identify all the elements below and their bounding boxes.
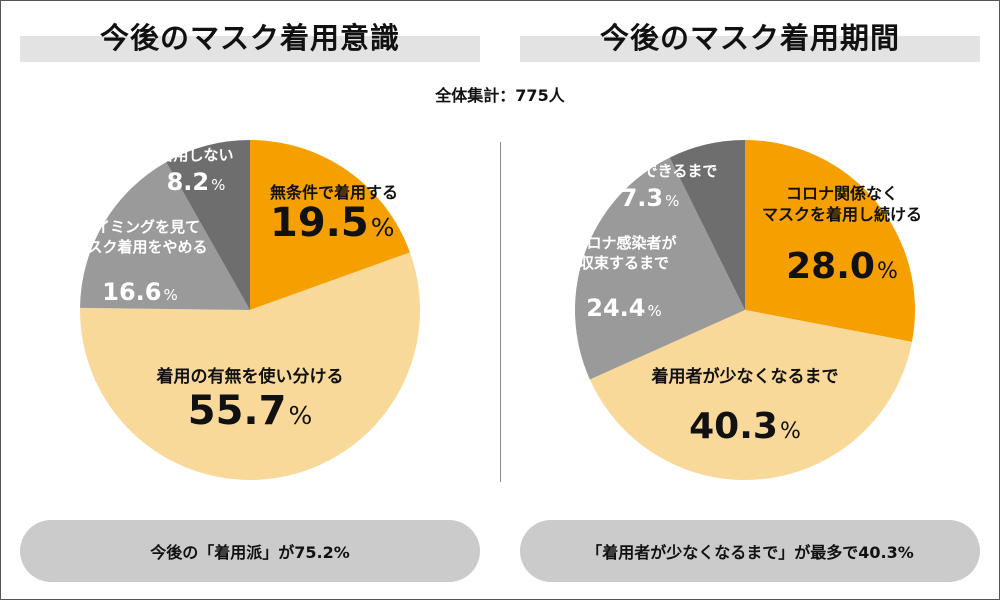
left-slice-category-1-0: 着用の有無を使い分ける xyxy=(156,366,344,387)
left-slice-label-3: 着用しない 8.2% xyxy=(157,146,233,196)
right-slice-label-3: 特効薬ができるまで 7.3% xyxy=(583,162,718,212)
right-pie-slice-1 xyxy=(589,310,912,481)
total-count: 全体集計：775人 xyxy=(435,86,565,105)
right-slice-category-1-0: 着用者が少なくなるまで xyxy=(651,366,839,387)
left-chart-title: 今後のマスク着用意識 xyxy=(99,21,400,55)
right-chart-title: 今後のマスク着用期間 xyxy=(599,21,900,55)
right-slice-category-0-0: コロナ関係なく xyxy=(786,184,898,203)
left-slice-percent-1: 55.7% xyxy=(188,388,312,434)
right-slice-category-0-1: マスクを着用し続ける xyxy=(762,205,922,224)
right-slice-label-1: 着用者が少なくなるまで 40.3% xyxy=(651,366,839,447)
left-slice-percent-2: 16.6% xyxy=(102,278,177,306)
panel-divider xyxy=(500,142,501,482)
right-slice-category-3-0: 特効薬ができるまで xyxy=(583,162,718,180)
right-pie-slice-3 xyxy=(669,140,745,310)
right-title-bar xyxy=(520,36,980,62)
left-slice-category-2-0: タイミングを見て xyxy=(80,218,200,236)
left-slice-category-3-0: 着用しない xyxy=(157,146,233,164)
left-pie xyxy=(79,140,420,480)
left-pie-slice-0 xyxy=(250,140,410,310)
left-slice-percent-0: 19.5% xyxy=(270,200,394,246)
left-summary-pill: 今後の「着用派」が75.2% xyxy=(20,520,480,582)
right-pie xyxy=(574,140,915,481)
left-pie-slice-2 xyxy=(80,162,250,310)
right-pie-slice-0 xyxy=(745,140,915,342)
right-slice-percent-3: 7.3% xyxy=(621,184,680,212)
right-slice-percent-0: 28.0% xyxy=(786,246,898,287)
left-title-bar xyxy=(20,36,480,62)
left-slice-category-0-0: 無条件で着用する xyxy=(270,183,398,202)
left-slice-category-2-1: マスク着用をやめる xyxy=(72,238,207,256)
right-slice-category-2-0: コロナ感染者が xyxy=(571,234,677,252)
right-slice-category-2-1: 収束するまで xyxy=(579,254,669,272)
left-slice-percent-3: 8.2% xyxy=(167,168,226,196)
right-slice-percent-2: 24.4% xyxy=(586,294,661,322)
right-slice-percent-1: 40.3% xyxy=(689,406,801,447)
right-pie-slice-2 xyxy=(574,157,745,380)
left-pie-slice-3 xyxy=(166,140,250,310)
right-summary-pill: 「着用者が少なくなるまで」が最多で40.3% xyxy=(520,520,980,582)
left-pie-slice-1 xyxy=(79,252,420,480)
